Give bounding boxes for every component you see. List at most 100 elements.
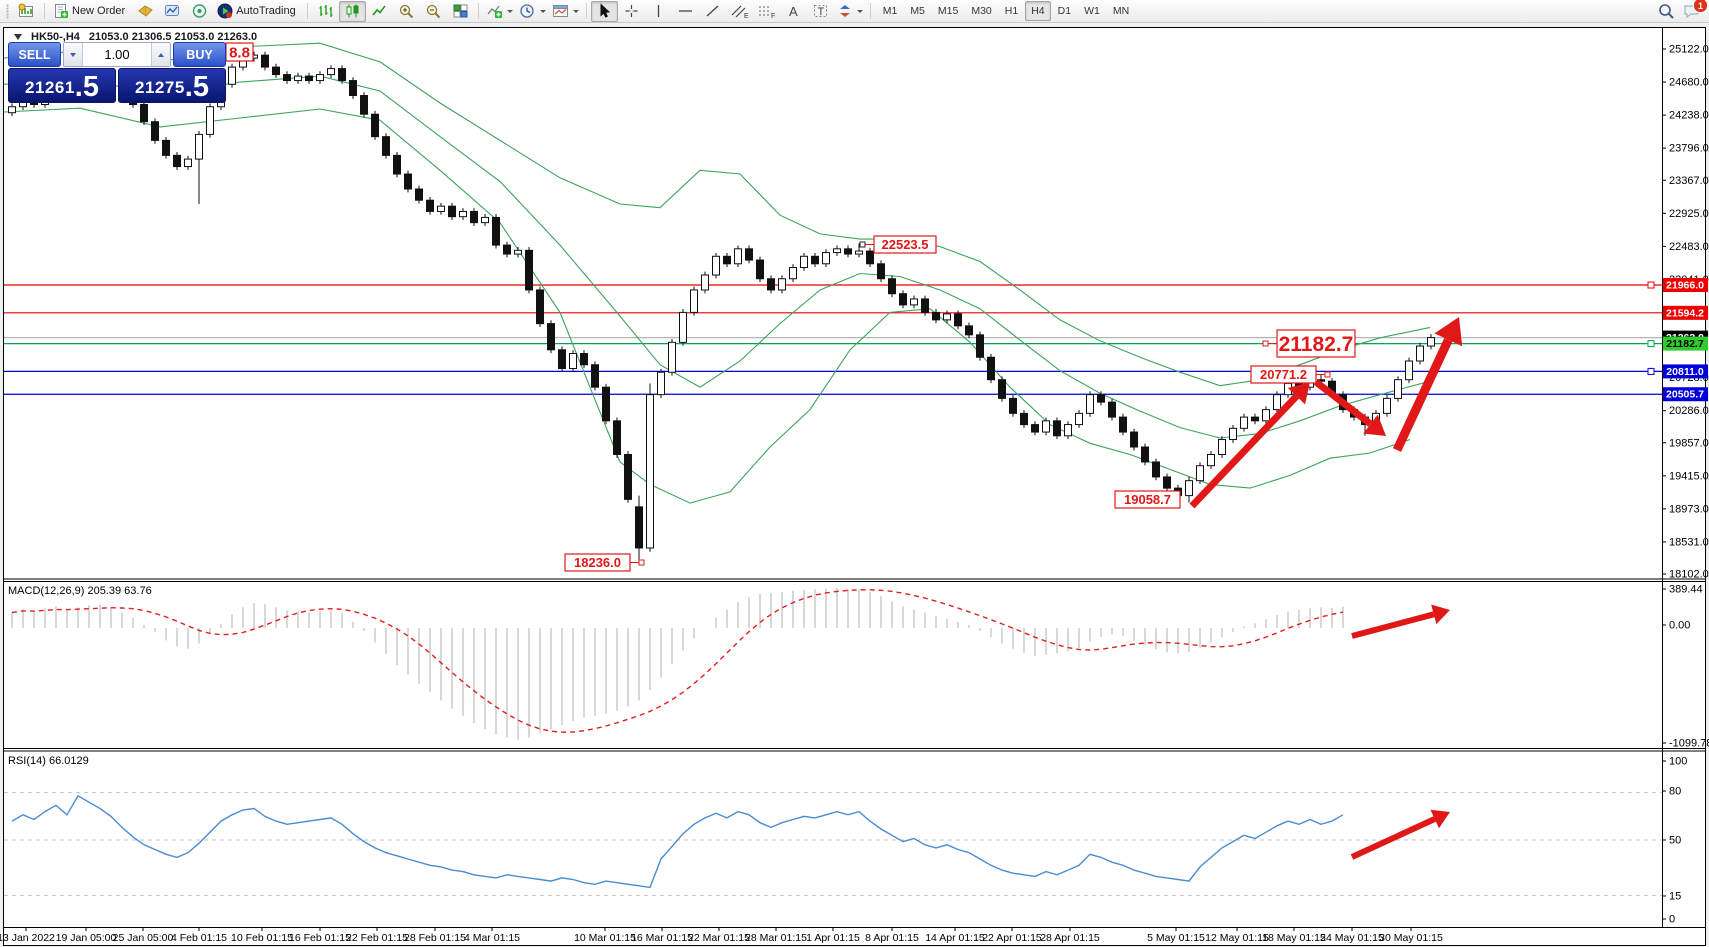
trendline-icon <box>706 5 719 17</box>
timeframe-M15[interactable]: M15 <box>937 5 959 17</box>
timeframe-W1[interactable]: W1 <box>1084 5 1100 17</box>
periods-button[interactable] <box>516 1 549 22</box>
channel-icon: E <box>731 5 749 19</box>
volume-input[interactable]: 1.00 <box>104 47 130 62</box>
indicators-button[interactable] <box>483 1 516 22</box>
arrows-tool-button[interactable] <box>834 1 866 22</box>
new-chart-window-button[interactable] <box>13 1 40 22</box>
svg-text:19415.0: 19415.0 <box>1669 470 1709 482</box>
templates-button[interactable] <box>549 1 582 22</box>
svg-text:8 Apr 01:15: 8 Apr 01:15 <box>865 932 919 944</box>
volume-decrease-button[interactable] <box>64 43 83 66</box>
svg-text:23367.0: 23367.0 <box>1669 175 1709 187</box>
svg-text:14 Apr 01:15: 14 Apr 01:15 <box>925 932 985 944</box>
timeframe-group: M1 M5 M15 M30 H1 H4 D1 W1 MN <box>877 1 1135 21</box>
svg-text:22483.0: 22483.0 <box>1669 241 1709 253</box>
new-order-icon <box>55 4 68 18</box>
timeframe-MN[interactable]: MN <box>1112 5 1130 17</box>
zoom-in-button[interactable] <box>393 1 420 22</box>
crosshair-icon <box>625 5 638 17</box>
autotrading-icon <box>217 3 233 19</box>
terminal-icon <box>165 5 180 16</box>
channel-tool-button[interactable]: E <box>726 1 753 22</box>
buy-button[interactable]: BUY <box>173 42 226 67</box>
timeframe-D1[interactable]: D1 <box>1057 5 1072 17</box>
search-icon[interactable] <box>1658 3 1675 20</box>
svg-text:16 Mar 01:15: 16 Mar 01:15 <box>631 932 693 944</box>
chart-frame <box>3 27 1706 946</box>
timeframe-H1[interactable]: H1 <box>1004 5 1019 17</box>
line-chart-icon <box>372 5 386 16</box>
svg-text:13 Jan 2022: 13 Jan 2022 <box>0 932 55 944</box>
sell-price-main: 21261 <box>25 78 75 97</box>
template-icon <box>552 5 568 17</box>
bar-chart-type-button[interactable] <box>312 1 339 22</box>
signals-button[interactable] <box>186 1 213 22</box>
svg-text:22925.0: 22925.0 <box>1669 208 1709 220</box>
toolbar: New Order AutoTra <box>0 0 1709 23</box>
svg-text:8.8: 8.8 <box>229 44 250 61</box>
price-axis: 25122.0 24680.0 24238.0 23796.0 23367.0 22925… <box>1662 44 1709 581</box>
notifications-button[interactable]: 1 <box>1683 0 1708 19</box>
autotrading-label: AutoTrading <box>236 5 296 17</box>
toolbar-right-group: 1 <box>1658 0 1708 20</box>
svg-text:18236.0: 18236.0 <box>574 555 621 570</box>
buy-price[interactable]: 21275.5 <box>118 68 226 103</box>
history-center-button[interactable] <box>132 1 159 22</box>
toolbar-grip[interactable] <box>5 3 10 19</box>
shapes-icon <box>839 5 850 17</box>
ohlc-bars-icon <box>319 5 333 17</box>
timeframe-M1[interactable]: M1 <box>882 5 898 17</box>
crosshair-tool-button[interactable] <box>618 1 645 22</box>
macd-indicator: 389.44 0.00 -1099.78 MACD(12,26,9) 205.39 6… <box>8 584 1709 750</box>
candlestick-series <box>8 51 1435 564</box>
terminal-button[interactable] <box>159 1 186 22</box>
collapse-triangle-icon[interactable] <box>14 34 22 40</box>
svg-text:T: T <box>817 6 824 18</box>
volume-increase-button[interactable] <box>151 43 170 66</box>
separator <box>477 3 479 19</box>
fibonacci-tool-button[interactable]: F <box>753 1 780 22</box>
one-click-trade-panel: SELL 1.00 BUY 21261.5 21275.5 <box>8 42 226 103</box>
autotrading-button[interactable]: AutoTrading <box>213 1 303 22</box>
symbol-label: HK50-,H4 <box>31 31 80 43</box>
price-annotations[interactable]: 8.8 22523.5 21182.7 20771.2 19058.7 18236.0 <box>225 42 1356 572</box>
zoom-out-button[interactable] <box>420 1 447 22</box>
text-label-icon: T <box>813 5 827 18</box>
trend-arrows[interactable] <box>1189 317 1463 860</box>
svg-text:22 Mar 01:15: 22 Mar 01:15 <box>688 932 750 944</box>
svg-text:4 Feb 01:15: 4 Feb 01:15 <box>171 932 227 944</box>
text-tool-button[interactable]: A <box>780 1 807 22</box>
timeframe-M5[interactable]: M5 <box>910 5 925 17</box>
svg-text:19857.0: 19857.0 <box>1669 437 1709 449</box>
cursor-tool-button[interactable] <box>590 0 618 22</box>
line-chart-type-button[interactable] <box>366 1 393 22</box>
horizontal-line-tool-button[interactable] <box>672 1 699 22</box>
ohlc-values: 21053.0 21306.5 21053.0 21263.0 <box>88 31 258 43</box>
vertical-line-tool-button[interactable] <box>645 1 672 22</box>
tile-windows-icon <box>453 4 468 18</box>
separator <box>869 3 871 19</box>
svg-text:22 Feb 01:15: 22 Feb 01:15 <box>346 932 408 944</box>
svg-text:28 Mar 01:15: 28 Mar 01:15 <box>745 932 807 944</box>
timeframe-M30[interactable]: M30 <box>971 5 992 17</box>
tile-windows-button[interactable] <box>447 1 474 22</box>
sell-button[interactable]: SELL <box>8 42 61 67</box>
svg-text:18531.0: 18531.0 <box>1669 536 1709 548</box>
trendline-tool-button[interactable] <box>699 1 726 22</box>
label-tool-button[interactable]: T <box>807 1 834 22</box>
sell-price[interactable]: 21261.5 <box>8 68 116 103</box>
svg-text:23796.0: 23796.0 <box>1669 143 1709 155</box>
svg-text:21966.0: 21966.0 <box>1666 280 1704 292</box>
svg-text:19 Jan 05:00: 19 Jan 05:00 <box>56 932 117 944</box>
candlestick-chart-type-button[interactable] <box>338 0 366 22</box>
notification-badge: 1 <box>1693 0 1708 13</box>
new-order-button[interactable]: New Order <box>49 1 132 22</box>
timeframe-H4[interactable]: H4 <box>1025 1 1051 21</box>
svg-text:389.44: 389.44 <box>1669 584 1703 596</box>
svg-text:50: 50 <box>1669 835 1681 847</box>
svg-text:22523.5: 22523.5 <box>882 237 929 252</box>
